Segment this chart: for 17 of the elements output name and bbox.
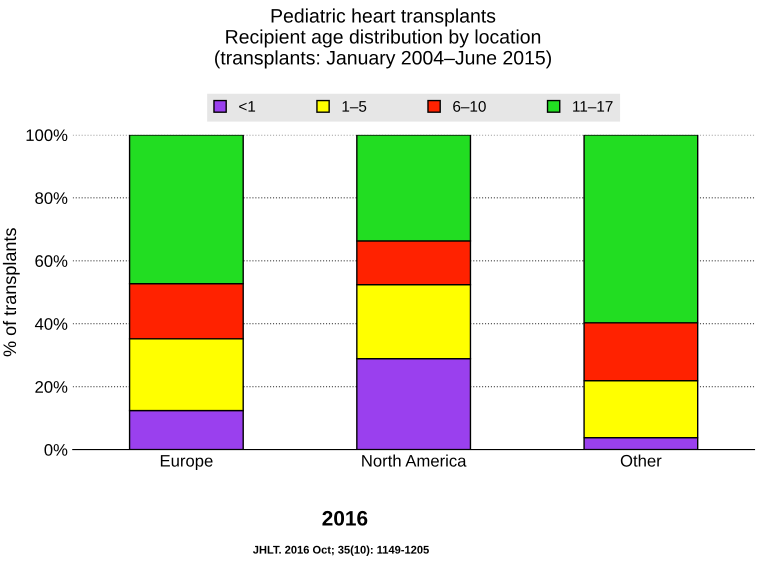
text: 2016 (322, 510, 368, 526)
x-tick-label: Other (620, 454, 662, 467)
text: JHLT. 2016 Oct; 35(10): 1149-1205 (252, 546, 429, 556)
legend-label: 6–10 (453, 100, 486, 112)
legend-label: 1–5 (342, 101, 366, 112)
y-axis-title: % of transplants (2, 228, 20, 356)
x-tick-label: Europe (160, 455, 213, 470)
y-tick-label: 100% (26, 129, 68, 142)
chart-title: Pediatric heart transplants Recipient age distribution by location (transplants: January 2004–June 2015) (215, 8, 551, 68)
y-tick-label: 80% (35, 192, 68, 204)
legend-label: 11–17 (573, 101, 613, 112)
legend-label: <1 (239, 101, 256, 112)
y-tick-label: 40% (34, 318, 68, 330)
y-tick-label: 0% (44, 444, 68, 456)
y-tick-label: 60% (35, 255, 68, 267)
x-tick-label: North America (362, 454, 466, 467)
y-tick-label: 20% (35, 381, 68, 393)
